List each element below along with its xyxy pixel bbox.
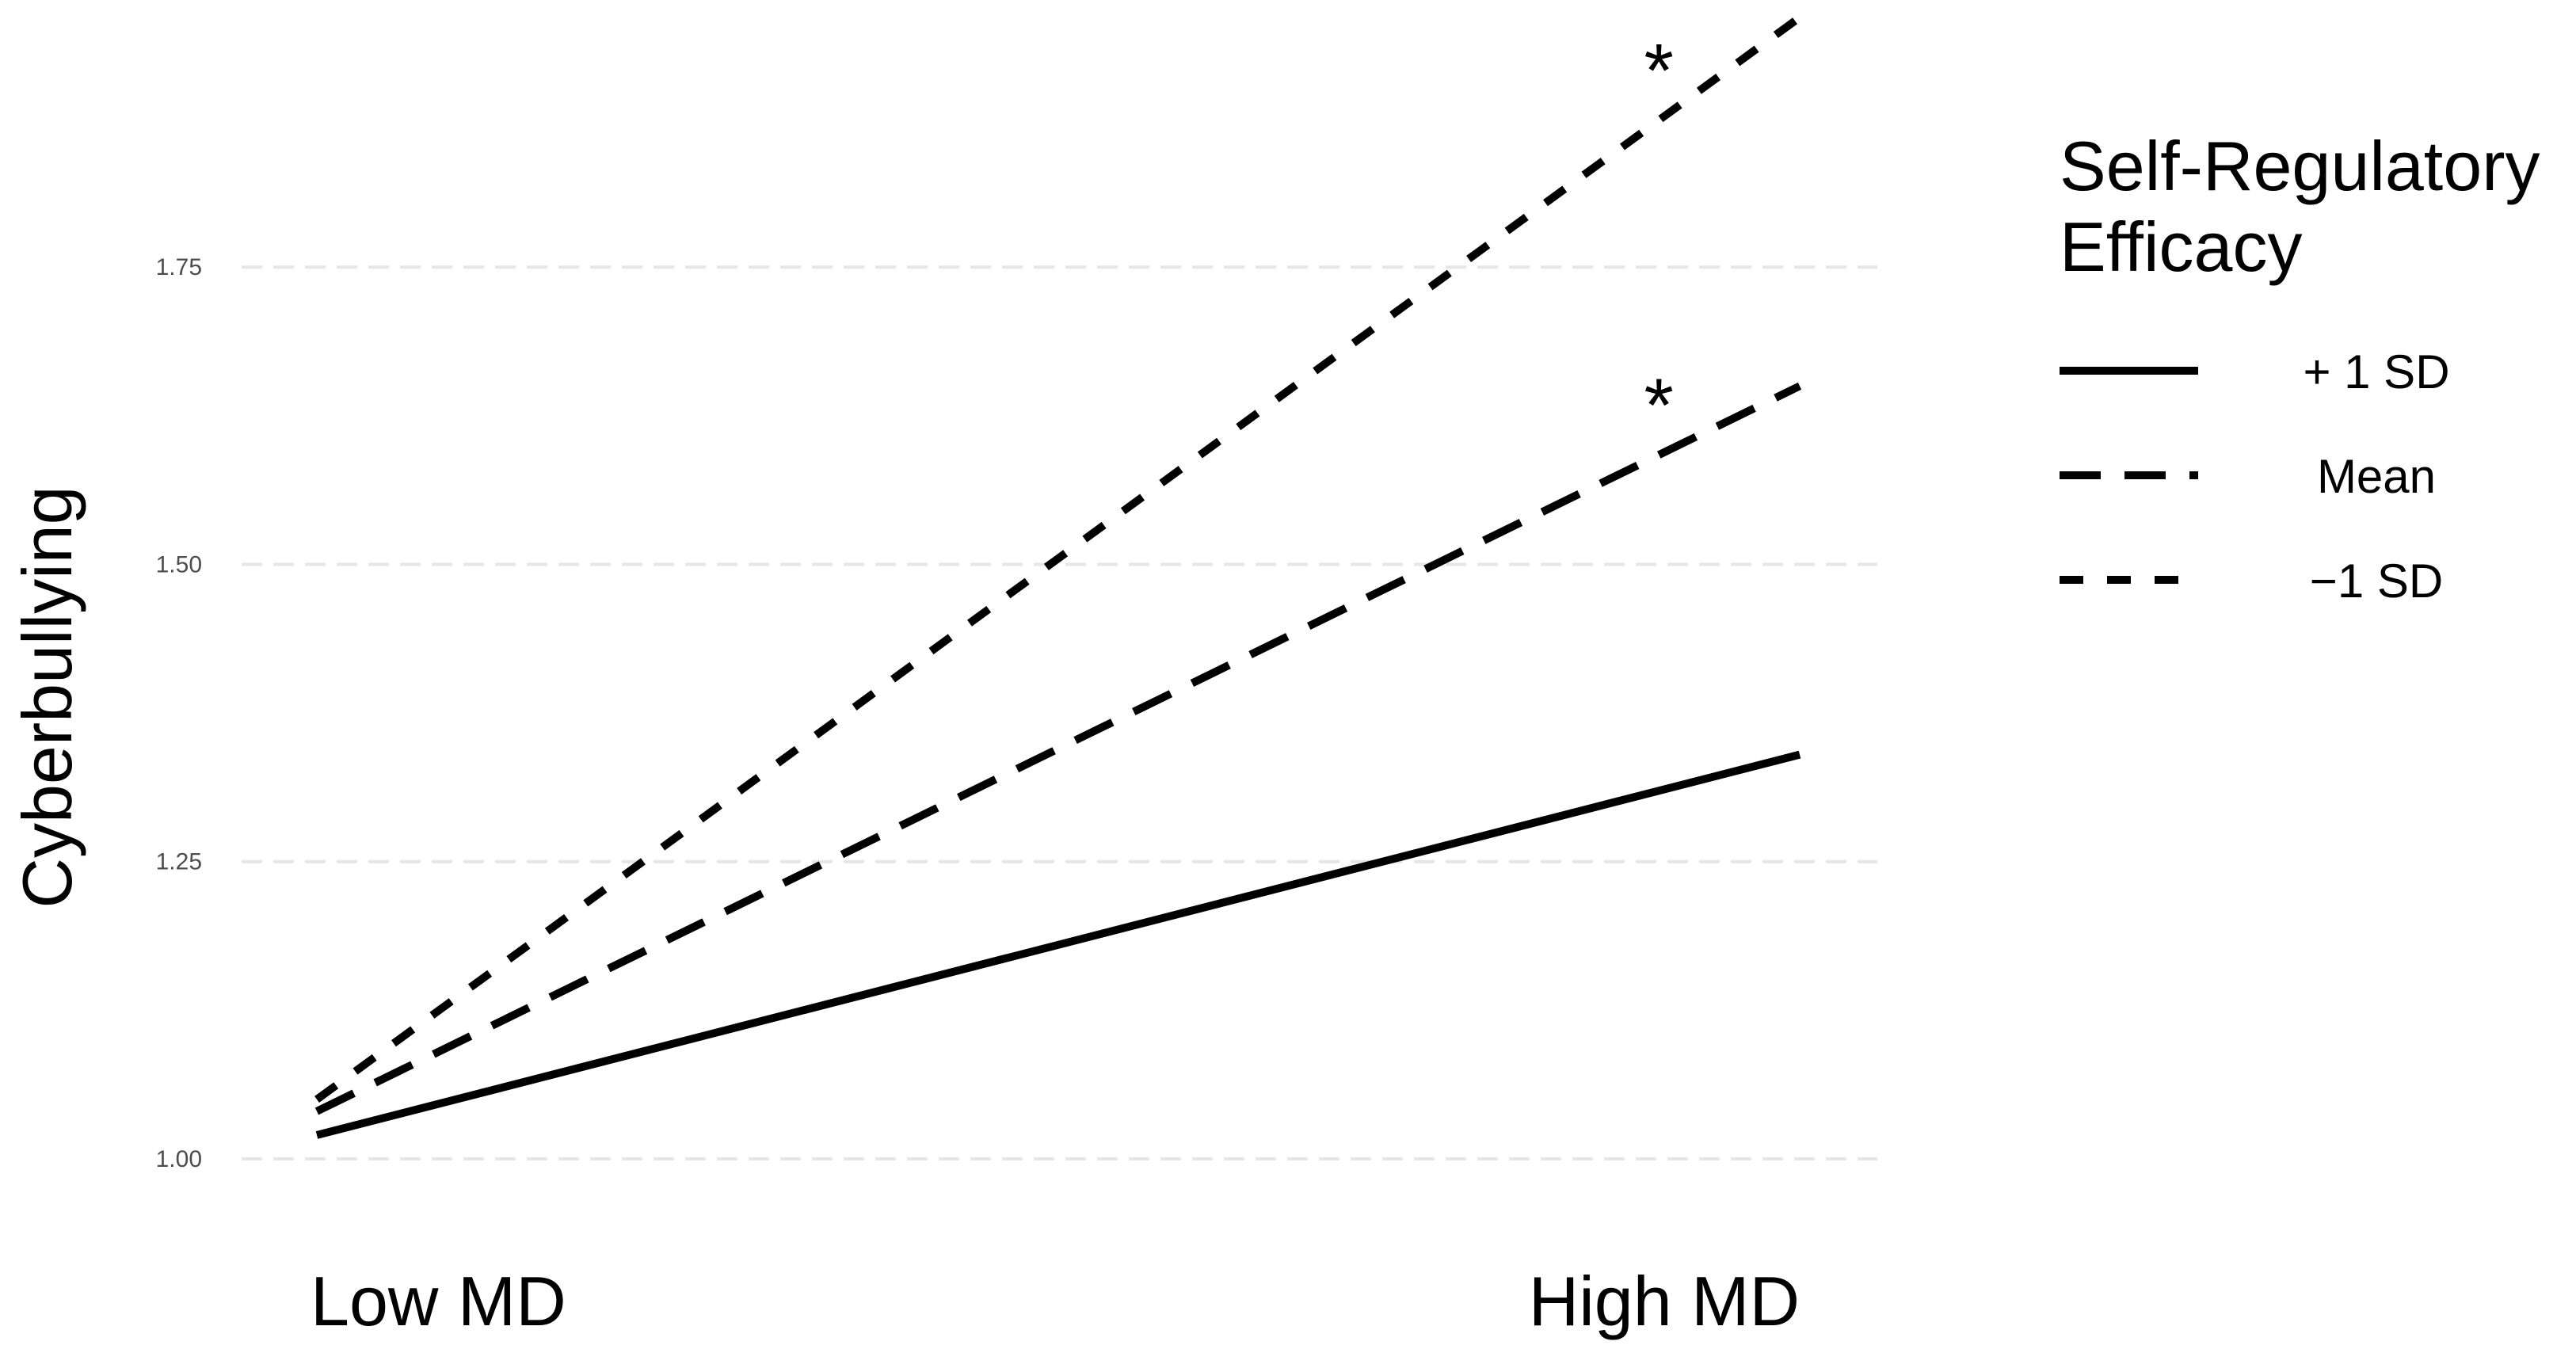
legend: Self-Regulatory Efficacy + 1 SD Mean −1 SD [2060,127,2540,608]
legend-label: Mean [2317,450,2436,503]
y-axis-title: Cyberbullying [8,486,86,908]
y-tick-label: 1.50 [156,551,202,577]
x-category-label: High MD [1529,1262,1800,1340]
legend-items: + 1 SD Mean −1 SD [2060,345,2450,608]
y-tick-label: 1.75 [156,254,202,280]
x-category-label: Low MD [311,1262,566,1340]
legend-title-line-2: Efficacy [2060,208,2303,286]
series-line [314,13,1802,1103]
series-line [314,382,1802,1115]
y-tick-label: 1.25 [156,849,202,875]
y-tick-layer: 1.00 1.25 1.50 1.75 [156,254,202,1172]
legend-label: −1 SD [2310,554,2443,608]
annotation-layer: ** [1644,29,1673,448]
legend-title-line-1: Self-Regulatory [2060,127,2540,205]
series-line [315,750,1801,1139]
series-layer [314,13,1802,1139]
x-category-layer: Low MD High MD [311,1262,1800,1340]
legend-label: + 1 SD [2303,345,2449,398]
grid-layer [242,265,1877,1160]
y-tick-label: 1.00 [156,1146,202,1172]
significance-asterisk: * [1644,363,1673,448]
significance-asterisk: * [1644,29,1673,113]
